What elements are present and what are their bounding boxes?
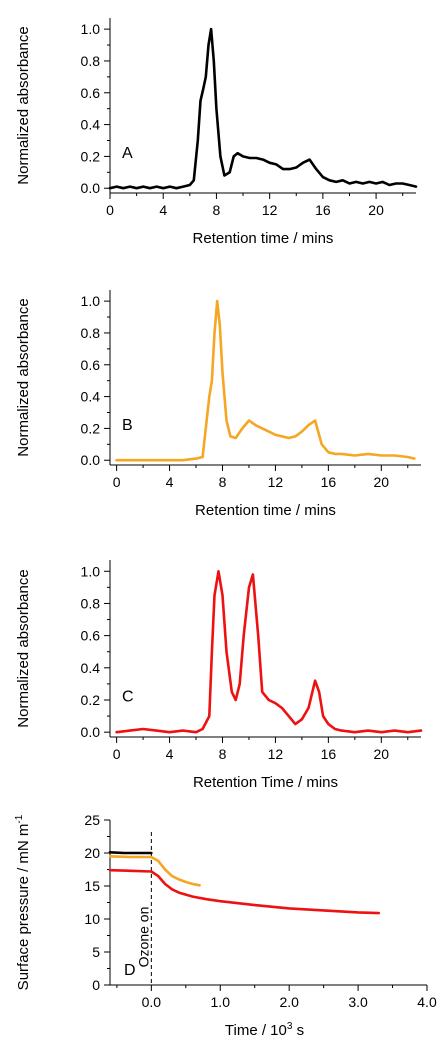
x-tick-label: 20: [368, 202, 384, 218]
y-tick-label: 0.6: [81, 85, 101, 101]
x-axis-title: Retention time / mins: [193, 230, 334, 247]
x-tick-label: 4: [166, 746, 174, 762]
y-axis-title: Normalized absorbance: [15, 26, 32, 184]
x-tick-label: 12: [268, 746, 284, 762]
panel-b: 0.0 0.2 0.4 0.6 0.8 1.0 0 4 8 12 16 20 Retention tim…: [15, 290, 421, 519]
y-tick-label: 0.2: [81, 148, 101, 164]
x-axis-title: Retention time / mins: [195, 502, 336, 519]
y-tick-label: 1.0: [81, 21, 101, 37]
y-tick-label: 0: [92, 977, 100, 993]
panel-label: D: [124, 962, 136, 979]
panel-a: 0.0 0.2 0.4 0.6 0.8 1.0 0 4 8 12 16 20 Retention tim…: [15, 18, 418, 247]
y-axis-title: Normalized absorbance: [15, 569, 32, 727]
panel-label: C: [122, 689, 134, 706]
x-tick-label: 0: [113, 746, 121, 762]
series-line: [108, 27, 418, 190]
x-tick-label: 16: [315, 202, 331, 218]
series-line: [108, 868, 381, 915]
panel-label: B: [122, 417, 133, 434]
panel-c: 0.0 0.2 0.4 0.6 0.8 1.0 0 4 8 12 16 20 Retention Tim…: [15, 560, 423, 791]
x-tick-label: 3.0: [348, 994, 368, 1010]
x-tick-label: 0: [113, 474, 121, 490]
series-line: [115, 569, 423, 734]
x-tick-label: 8: [219, 746, 227, 762]
x-tick-label: 4: [159, 202, 167, 218]
y-tick-label: 0.2: [81, 692, 101, 708]
x-tick-label: 12: [268, 474, 284, 490]
y-tick-label: 15: [84, 878, 100, 894]
y-axis-title: Surface pressure / mN m-1: [14, 814, 32, 990]
x-tick-label: 8: [219, 474, 227, 490]
y-tick-label: 25: [84, 812, 100, 828]
panel-label: A: [122, 145, 133, 162]
x-tick-label: 12: [262, 202, 278, 218]
x-axis-title: Time / 103 s: [225, 1021, 304, 1039]
series-line: [108, 854, 201, 887]
x-axis-title: Retention Time / mins: [193, 774, 338, 791]
y-tick-label: 1.0: [81, 293, 101, 309]
y-axis-title: Normalized absorbance: [15, 298, 32, 456]
y-tick-label: 0.8: [81, 53, 101, 69]
y-tick-label: 0.4: [81, 660, 101, 676]
y-tick-label: 0.8: [81, 595, 101, 611]
x-tick-label: 8: [213, 202, 221, 218]
y-tick-label: 0.0: [81, 180, 101, 196]
y-tick-label: 1.0: [81, 563, 101, 579]
x-tick-label: 16: [321, 746, 337, 762]
y-tick-label: 0.2: [81, 420, 101, 436]
y-tick-label: 0.4: [81, 389, 101, 405]
ozone-on-label: Ozone on: [135, 907, 151, 968]
x-tick-label: 20: [374, 746, 390, 762]
series-line: [108, 850, 153, 855]
series-line: [115, 299, 416, 462]
y-tick-label: 0.4: [81, 117, 101, 133]
y-tick-label: 0.6: [81, 628, 101, 644]
y-tick-label: 10: [84, 911, 100, 927]
x-tick-label: 1.0: [211, 994, 231, 1010]
x-tick-label: 0.0: [142, 994, 162, 1010]
y-tick-label: 0.6: [81, 357, 101, 373]
y-tick-label: 5: [92, 944, 100, 960]
x-tick-label: 16: [321, 474, 337, 490]
y-tick-label: 0.0: [81, 724, 101, 740]
x-tick-label: 2.0: [279, 994, 299, 1010]
y-tick-label: 0.0: [81, 452, 101, 468]
x-tick-label: 4: [166, 474, 174, 490]
x-tick-label: 20: [374, 474, 390, 490]
panel-d: 0 5 10 15 20 25 0.0 1.0 2.0 3.0 4.0 Time / 103 s Sur…: [14, 812, 437, 1039]
y-tick-label: 0.8: [81, 325, 101, 341]
y-tick-label: 20: [84, 845, 100, 861]
x-tick-label: 0: [106, 202, 114, 218]
x-tick-label: 4.0: [417, 994, 437, 1010]
